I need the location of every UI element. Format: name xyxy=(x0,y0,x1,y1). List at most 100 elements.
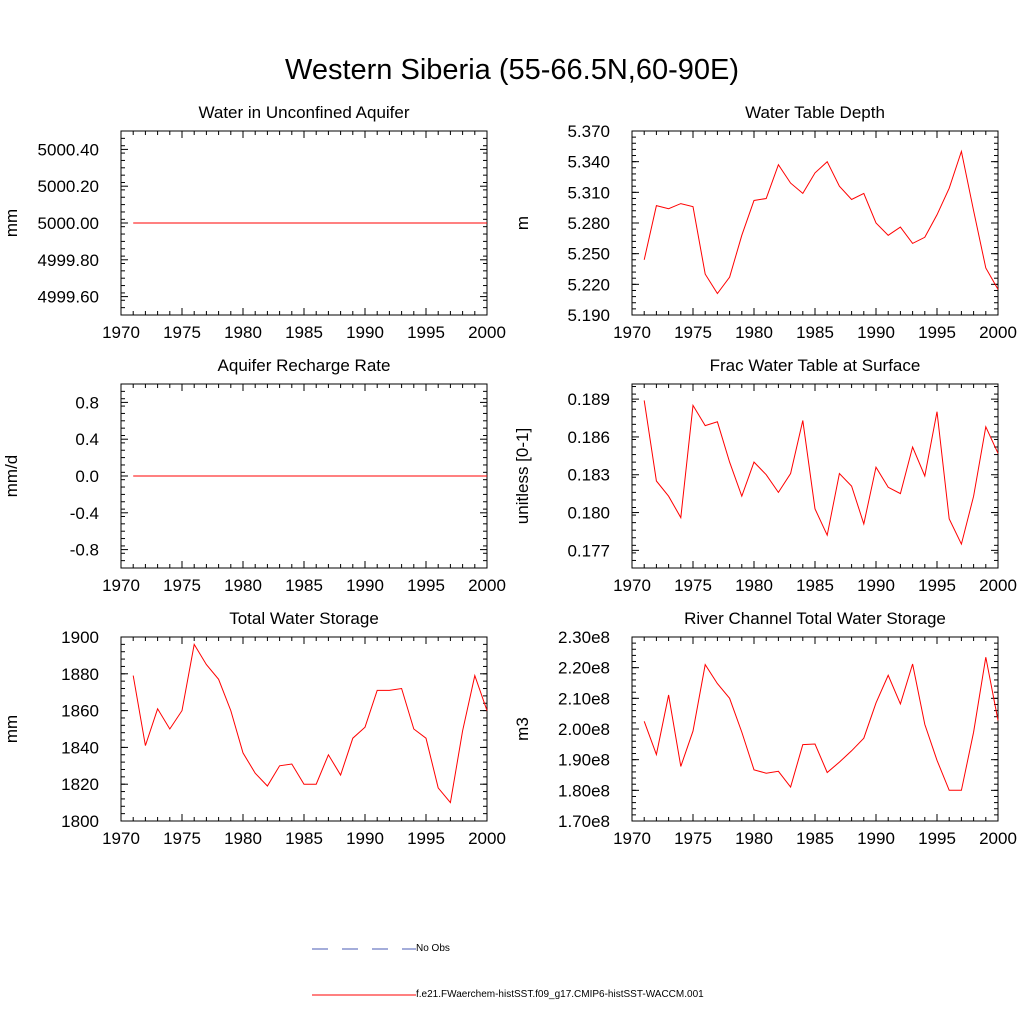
y-tick-label: 5000.20 xyxy=(38,177,99,196)
y-tick-label: 5.220 xyxy=(567,275,610,294)
x-tick-label: 1970 xyxy=(102,576,140,595)
panel-2: Water Table Depth 1970 1975 1980 1985 1990 199… xyxy=(513,103,1017,342)
y-tick-label: 1840 xyxy=(61,738,99,757)
y-tick-label: 5000.40 xyxy=(38,140,99,159)
panel-title: River Channel Total Water Storage xyxy=(684,609,946,628)
page-title: Western Siberia (55-66.5N,60-90E) xyxy=(284,54,740,86)
x-tick-label: 1985 xyxy=(796,576,834,595)
x-tick-label: 1975 xyxy=(163,323,201,342)
legend-obs-label: No Obs xyxy=(416,943,450,954)
y-tick-label: 1900 xyxy=(61,628,99,647)
x-tick-label: 2000 xyxy=(468,323,506,342)
x-tick-label: 1995 xyxy=(407,576,445,595)
legend-model-swatch xyxy=(312,994,416,996)
y-tick-label: 5.280 xyxy=(567,214,610,233)
x-tick-label: 2000 xyxy=(468,576,506,595)
panel-6: River Channel Total Water Storage 1970 197… xyxy=(513,609,1017,848)
y-tick-label: 5.190 xyxy=(567,306,610,325)
y-tick-label: 1.80e8 xyxy=(558,781,610,800)
y-axis-label: m3 xyxy=(513,717,532,741)
x-tick-label: 1970 xyxy=(102,829,140,848)
series-line xyxy=(643,657,999,791)
y-axis-label: mm/d xyxy=(2,455,21,498)
plot-frame xyxy=(120,636,488,822)
x-tick-label: 1980 xyxy=(224,576,262,595)
x-tick-label: 1980 xyxy=(735,323,773,342)
y-tick-label: -0.4 xyxy=(70,504,99,523)
y-tick-label: 0.8 xyxy=(75,393,99,412)
x-tick-label: 1970 xyxy=(613,829,651,848)
y-tick-label: 5.310 xyxy=(567,183,610,202)
y-tick-label: 5.340 xyxy=(567,153,610,172)
x-tick-label: 1980 xyxy=(224,323,262,342)
x-tick-label: 2000 xyxy=(979,829,1017,848)
legend-model-label: f.e21.FWaerchem-histSST.f09_g17.CMIP6-hi… xyxy=(416,989,704,1000)
panel-title: Frac Water Table at Surface xyxy=(710,356,921,375)
y-axis-label: mm xyxy=(2,209,21,237)
y-tick-label: 2.10e8 xyxy=(558,689,610,708)
x-tick-label: 1995 xyxy=(918,323,956,342)
x-tick-label: 1985 xyxy=(796,323,834,342)
y-tick-label: 0.186 xyxy=(567,428,610,447)
y-axis-label: m xyxy=(513,216,532,230)
y-tick-label: -0.8 xyxy=(70,541,99,560)
y-tick-label: 1.90e8 xyxy=(558,751,610,770)
y-tick-label: 5.250 xyxy=(567,245,610,264)
x-tick-label: 1995 xyxy=(918,829,956,848)
panel-3: Aquifer Recharge Rate 1970 1975 1980 1985 199… xyxy=(2,356,506,595)
plot-frame xyxy=(631,383,999,569)
x-tick-label: 2000 xyxy=(468,829,506,848)
x-tick-label: 1990 xyxy=(346,323,384,342)
y-tick-label: 1880 xyxy=(61,665,99,684)
y-axis-label: mm xyxy=(2,715,21,743)
series-line xyxy=(643,400,999,546)
panel-title: Water Table Depth xyxy=(745,103,885,122)
panel-5: Total Water Storage 1970 1975 1980 1985 1990 1… xyxy=(2,609,506,848)
x-tick-label: 1975 xyxy=(674,829,712,848)
x-tick-label: 2000 xyxy=(979,576,1017,595)
x-tick-label: 1995 xyxy=(407,323,445,342)
x-tick-label: 1985 xyxy=(285,576,323,595)
x-tick-label: 1975 xyxy=(674,323,712,342)
x-tick-label: 1995 xyxy=(918,576,956,595)
panel-title: Total Water Storage xyxy=(229,609,379,628)
y-tick-label: 0.4 xyxy=(75,430,99,449)
y-tick-label: 1860 xyxy=(61,702,99,721)
x-tick-label: 1990 xyxy=(857,576,895,595)
x-tick-label: 1995 xyxy=(407,829,445,848)
x-tick-label: 1975 xyxy=(674,576,712,595)
y-tick-label: 1.70e8 xyxy=(558,812,610,831)
x-tick-label: 1980 xyxy=(735,576,773,595)
panel-1: Water in Unconfined Aquifer 1970 1975 1980 1… xyxy=(2,103,506,342)
y-tick-label: 2.20e8 xyxy=(558,659,610,678)
panel-4: Frac Water Table at Surface 1970 1975 1980 1… xyxy=(513,356,1017,595)
x-tick-label: 1970 xyxy=(102,323,140,342)
x-tick-label: 1985 xyxy=(285,323,323,342)
x-tick-label: 1985 xyxy=(285,829,323,848)
y-tick-label: 4999.80 xyxy=(38,251,99,270)
x-tick-label: 2000 xyxy=(979,323,1017,342)
x-tick-label: 1975 xyxy=(163,829,201,848)
y-tick-label: 2.30e8 xyxy=(558,628,610,647)
y-tick-label: 0.0 xyxy=(75,467,99,486)
x-tick-label: 1970 xyxy=(613,323,651,342)
x-tick-label: 1990 xyxy=(857,323,895,342)
series-line xyxy=(132,643,488,804)
y-tick-label: 0.189 xyxy=(567,390,610,409)
y-tick-label: 0.183 xyxy=(567,466,610,485)
y-tick-label: 4999.60 xyxy=(38,288,99,307)
series-line xyxy=(643,149,999,295)
y-tick-label: 2.00e8 xyxy=(558,720,610,739)
panel-title: Aquifer Recharge Rate xyxy=(218,356,391,375)
x-tick-label: 1985 xyxy=(796,829,834,848)
panel-title: Water in Unconfined Aquifer xyxy=(198,103,409,122)
y-tick-label: 5.370 xyxy=(567,122,610,141)
y-axis-label: unitless [0-1] xyxy=(513,428,532,524)
y-tick-label: 0.180 xyxy=(567,504,610,523)
x-tick-label: 1990 xyxy=(857,829,895,848)
x-tick-label: 1990 xyxy=(346,576,384,595)
x-tick-label: 1975 xyxy=(163,576,201,595)
legend-obs-swatch xyxy=(312,948,416,950)
